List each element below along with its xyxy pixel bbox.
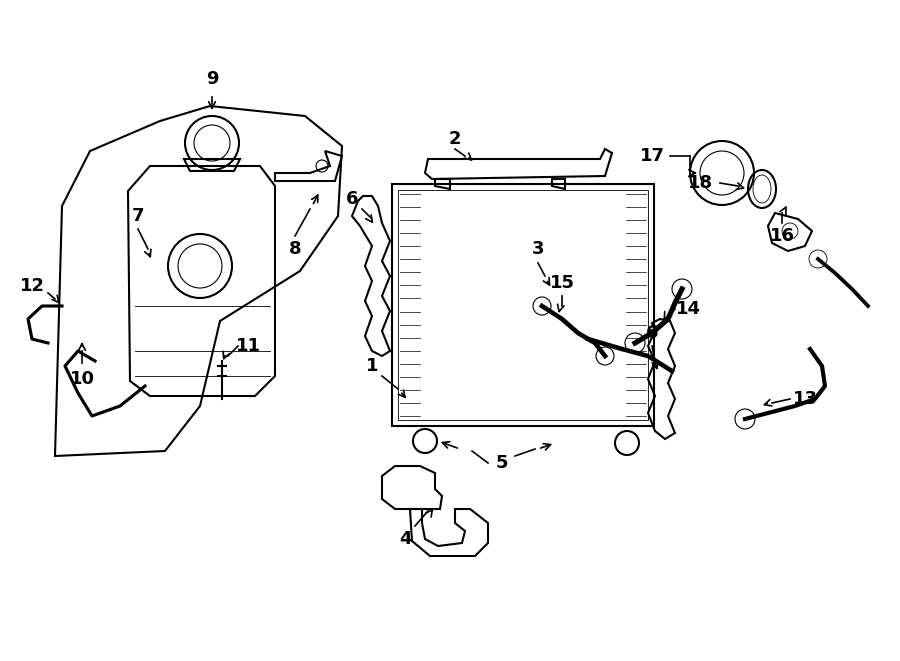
Text: 8: 8 bbox=[289, 240, 302, 258]
Text: 1: 1 bbox=[365, 357, 378, 375]
Text: 3: 3 bbox=[532, 240, 544, 258]
Text: 14: 14 bbox=[676, 300, 700, 318]
Bar bbox=[398, 190, 648, 420]
Text: 5: 5 bbox=[496, 454, 508, 472]
Text: 7: 7 bbox=[131, 207, 144, 225]
Text: 2: 2 bbox=[449, 130, 461, 148]
Text: 6: 6 bbox=[646, 324, 658, 342]
Text: 12: 12 bbox=[20, 277, 44, 295]
Text: 4: 4 bbox=[399, 530, 411, 548]
Text: 17: 17 bbox=[640, 147, 664, 165]
Text: 16: 16 bbox=[770, 227, 795, 245]
Text: 11: 11 bbox=[236, 337, 260, 355]
Text: 15: 15 bbox=[550, 274, 574, 292]
Text: 10: 10 bbox=[69, 370, 94, 388]
Text: 18: 18 bbox=[688, 174, 713, 192]
Bar bbox=[392, 184, 654, 426]
Text: 9: 9 bbox=[206, 70, 218, 88]
Text: 13: 13 bbox=[793, 390, 817, 408]
Text: 6: 6 bbox=[346, 190, 358, 208]
